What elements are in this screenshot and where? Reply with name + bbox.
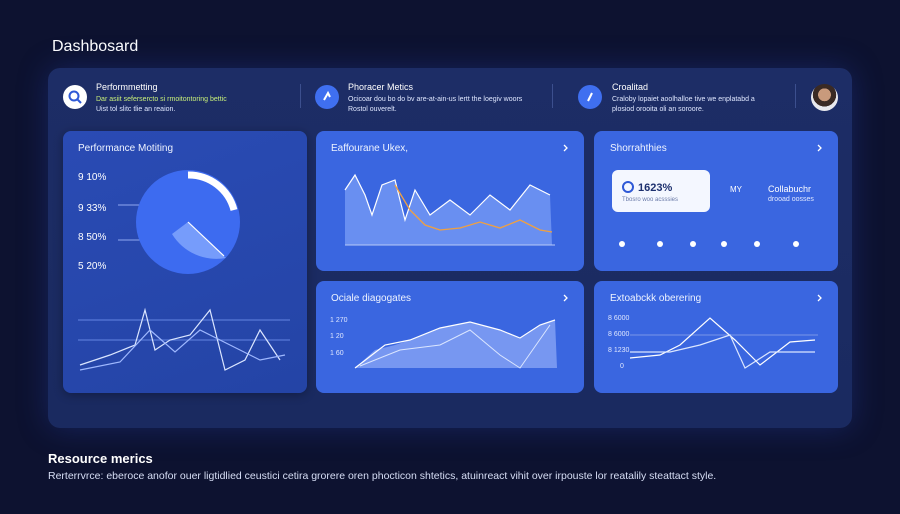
side-label: MY <box>730 185 742 194</box>
avatar[interactable] <box>811 84 838 111</box>
card-label: 8 50% <box>78 232 107 243</box>
axis-label: 0 <box>620 363 624 370</box>
card-title: Performance Motiting <box>78 143 174 154</box>
summary-title: Croalitad <box>612 82 649 92</box>
summary-text: Uist tol slitc tlie an reaion. <box>96 106 176 113</box>
quality-icon[interactable] <box>578 85 602 109</box>
metrics-glyph <box>323 90 331 101</box>
line-decor <box>78 307 290 371</box>
axis-label: 8 1230 <box>608 347 630 354</box>
axis-label: 8 6000 <box>608 315 630 322</box>
area-decor <box>354 319 557 369</box>
search-icon[interactable] <box>63 85 87 109</box>
footer-text: Rerterrvrce: eberoce anofor ouer ligtidl… <box>48 470 717 482</box>
axis-label: 1 20 <box>330 333 344 340</box>
feedback-card <box>594 281 838 393</box>
card-title: Shorrahthies <box>610 143 667 154</box>
summary-title: Phoracer Metics <box>348 82 414 92</box>
summary-text: Craloby lopaiet aoolhalloe tive we enpla… <box>612 96 755 103</box>
stat-value: 1623% <box>638 182 673 194</box>
quality-glyph <box>587 92 593 102</box>
metrics-icon[interactable] <box>315 85 339 109</box>
card-title: Ociale diagogates <box>331 293 412 304</box>
dots-decor <box>619 241 799 247</box>
pie-decor <box>118 170 240 274</box>
card-label: 9 10% <box>78 172 107 183</box>
side-title: Collabuchr <box>768 184 812 194</box>
line-decor <box>629 317 818 369</box>
stat-icon <box>622 181 634 193</box>
axis-label: 1 60 <box>330 350 344 357</box>
summary-text: Dar asiit sefersercto si rmoitontoring b… <box>96 96 227 103</box>
summary-title: Performmetting <box>96 82 158 92</box>
axis-label: 8 6000 <box>608 331 630 338</box>
summary-text: plosiod orooita oli an soroore. <box>612 106 704 113</box>
page-title: Dashbosard <box>52 38 139 55</box>
chevrons[interactable] <box>563 144 822 302</box>
summary-text: Ocicoar dou bo do bv are-at-ain-us lertt… <box>348 96 523 103</box>
search-glyph <box>68 90 82 104</box>
side-note: drooad oosses <box>768 196 814 203</box>
card-label: 5 20% <box>78 261 107 272</box>
card-title: Eaffourane Ukex, <box>331 143 409 154</box>
card-label: 9 33% <box>78 203 107 214</box>
footer-title: Resource merics <box>48 451 153 466</box>
stat-note: Tbosro woo acsssies <box>622 197 679 203</box>
separator <box>552 84 553 108</box>
separator <box>300 84 301 108</box>
axis-label: 1 270 <box>330 317 348 324</box>
area-decor <box>344 173 555 246</box>
card-title: Extoabckk oberering <box>610 293 702 304</box>
stat-box <box>612 170 710 212</box>
summary-text: Rostol ouverelt. <box>348 106 397 113</box>
separator <box>795 84 796 108</box>
shortcuts-card <box>594 131 838 271</box>
